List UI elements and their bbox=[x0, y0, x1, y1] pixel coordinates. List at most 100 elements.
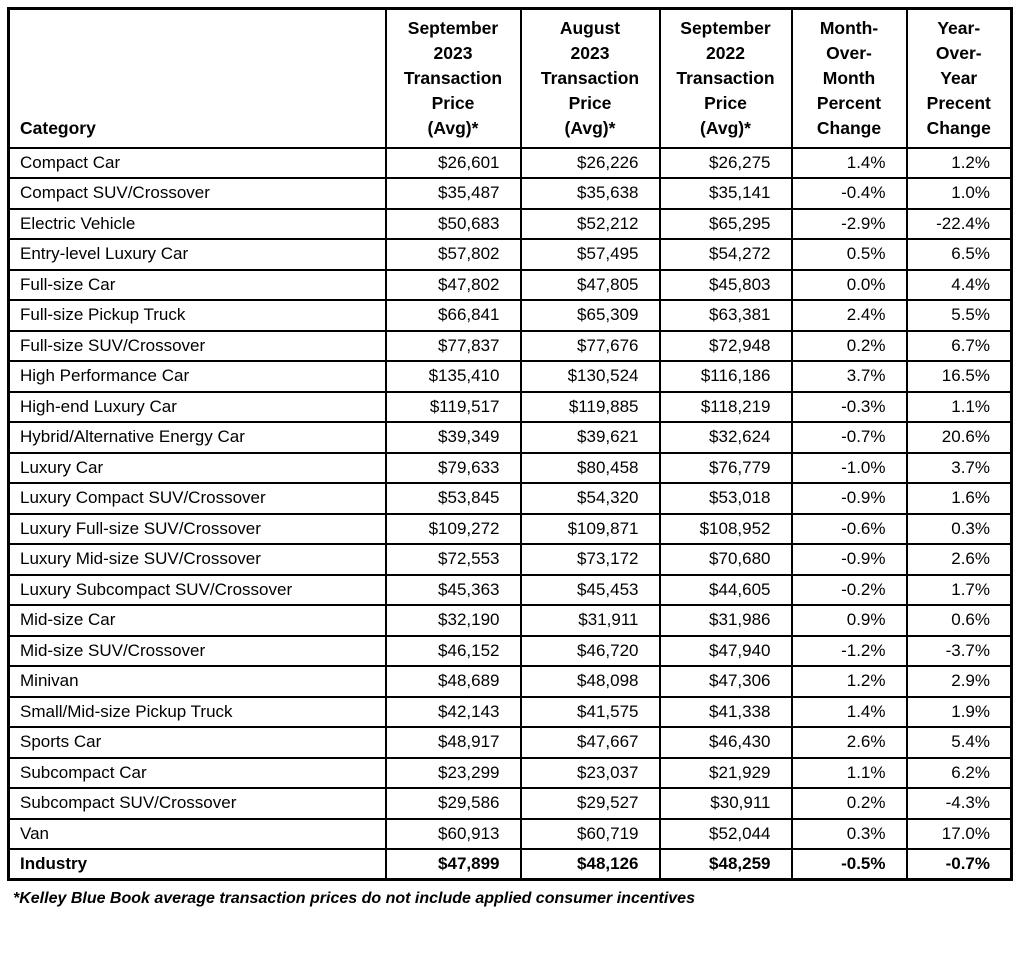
category-cell: Full-size SUV/Crossover bbox=[7, 329, 387, 362]
yoy-change-cell: 1.9% bbox=[905, 695, 1013, 728]
table-row: High Performance Car $135,410 $130,524 $116… bbox=[7, 360, 1013, 393]
category-cell: Mid-size Car bbox=[7, 604, 387, 637]
category-cell: Full-size Pickup Truck bbox=[7, 299, 387, 332]
category-cell: Hybrid/Alternative Energy Car bbox=[7, 421, 387, 454]
aug-2023-price-cell: $29,527 bbox=[519, 787, 661, 820]
sep-2022-price-cell: $47,940 bbox=[658, 634, 793, 667]
sep-2023-price-cell: $45,363 bbox=[384, 573, 522, 606]
category-cell: Sports Car bbox=[7, 726, 387, 759]
category-cell: Small/Mid-size Pickup Truck bbox=[7, 695, 387, 728]
yoy-change-cell: 1.6% bbox=[905, 482, 1013, 515]
header-row: Category September 2023 Transaction Pric… bbox=[7, 7, 1013, 149]
aug-2023-price-cell: $77,676 bbox=[519, 329, 661, 362]
yoy-change-cell: 6.2% bbox=[905, 756, 1013, 789]
sep-2022-price-cell: $35,141 bbox=[658, 177, 793, 210]
sep-2023-price-cell: $48,917 bbox=[384, 726, 522, 759]
mom-change-cell: 0.2% bbox=[790, 329, 908, 362]
category-cell: High Performance Car bbox=[7, 360, 387, 393]
table-row: Luxury Full-size SUV/Crossover $109,272 $1… bbox=[7, 512, 1013, 545]
sep-2023-price-cell: $109,272 bbox=[384, 512, 522, 545]
mom-change-cell: 0.0% bbox=[790, 268, 908, 301]
yoy-change-cell: 2.9% bbox=[905, 665, 1013, 698]
sep-2022-price-cell: $116,186 bbox=[658, 360, 793, 393]
mom-change-cell: 1.4% bbox=[790, 146, 908, 179]
category-cell: Luxury Subcompact SUV/Crossover bbox=[7, 573, 387, 606]
aug-2023-price-cell: $65,309 bbox=[519, 299, 661, 332]
table-row: Luxury Compact SUV/Crossover $53,845 $54,3… bbox=[7, 482, 1013, 515]
mom-change-cell: -0.9% bbox=[790, 543, 908, 576]
aug-2023-price-cell: $109,871 bbox=[519, 512, 661, 545]
sep-2022-price-cell: $21,929 bbox=[658, 756, 793, 789]
sep-2022-price-cell: $70,680 bbox=[658, 543, 793, 576]
mom-change-cell: -0.2% bbox=[790, 573, 908, 606]
yoy-change-cell: 20.6% bbox=[905, 421, 1013, 454]
category-cell: Full-size Car bbox=[7, 268, 387, 301]
table-body: Compact Car $26,601 $26,226 $26,275 1.4% 1.2%… bbox=[7, 146, 1013, 881]
table-row: Full-size SUV/Crossover $77,837 $77,676 $72… bbox=[7, 329, 1013, 362]
yoy-change-cell: 0.6% bbox=[905, 604, 1013, 637]
category-cell: Luxury Full-size SUV/Crossover bbox=[7, 512, 387, 545]
sep-2022-price-cell: $65,295 bbox=[658, 207, 793, 240]
yoy-change-cell: 0.3% bbox=[905, 512, 1013, 545]
sep-2022-price-cell: $41,338 bbox=[658, 695, 793, 728]
yoy-change-cell: 16.5% bbox=[905, 360, 1013, 393]
yoy-change-cell: 1.0% bbox=[905, 177, 1013, 210]
sep-2023-price-cell: $50,683 bbox=[384, 207, 522, 240]
yoy-change-cell: 17.0% bbox=[905, 817, 1013, 850]
table-row: Mid-size SUV/Crossover $46,152 $46,720 $47,… bbox=[7, 634, 1013, 667]
column-header-mom-change: Month- Over- Month Percent Change bbox=[790, 7, 908, 149]
yoy-change-cell: 1.2% bbox=[905, 146, 1013, 179]
mom-change-cell: 1.2% bbox=[790, 665, 908, 698]
table-row: Small/Mid-size Pickup Truck $42,143 $41,57… bbox=[7, 695, 1013, 728]
aug-2023-price-cell: $54,320 bbox=[519, 482, 661, 515]
category-cell: Entry-level Luxury Car bbox=[7, 238, 387, 271]
mom-change-cell: -0.4% bbox=[790, 177, 908, 210]
yoy-change-cell: 1.1% bbox=[905, 390, 1013, 423]
table-row: Luxury Car $79,633 $80,458 $76,779 -1.0% 3.7% bbox=[7, 451, 1013, 484]
aug-2023-price-cell: $39,621 bbox=[519, 421, 661, 454]
sep-2023-price-cell: $47,899 bbox=[384, 848, 522, 881]
yoy-change-cell: 3.7% bbox=[905, 451, 1013, 484]
sep-2023-price-cell: $47,802 bbox=[384, 268, 522, 301]
mom-change-cell: 2.4% bbox=[790, 299, 908, 332]
aug-2023-price-cell: $73,172 bbox=[519, 543, 661, 576]
mom-change-cell: 2.6% bbox=[790, 726, 908, 759]
category-cell: Electric Vehicle bbox=[7, 207, 387, 240]
sep-2023-price-cell: $23,299 bbox=[384, 756, 522, 789]
table-row: Mid-size Car $32,190 $31,911 $31,986 0.9% 0.6… bbox=[7, 604, 1013, 637]
table-row: Hybrid/Alternative Energy Car $39,349 $39,… bbox=[7, 421, 1013, 454]
sep-2022-price-cell: $44,605 bbox=[658, 573, 793, 606]
mom-change-cell: 0.5% bbox=[790, 238, 908, 271]
category-cell: Subcompact SUV/Crossover bbox=[7, 787, 387, 820]
aug-2023-price-cell: $48,126 bbox=[519, 848, 661, 881]
yoy-change-cell: 5.4% bbox=[905, 726, 1013, 759]
aug-2023-price-cell: $80,458 bbox=[519, 451, 661, 484]
sep-2023-price-cell: $135,410 bbox=[384, 360, 522, 393]
category-cell: Compact Car bbox=[7, 146, 387, 179]
mom-change-cell: -1.2% bbox=[790, 634, 908, 667]
aug-2023-price-cell: $48,098 bbox=[519, 665, 661, 698]
aug-2023-price-cell: $130,524 bbox=[519, 360, 661, 393]
sep-2023-price-cell: $48,689 bbox=[384, 665, 522, 698]
sep-2023-price-cell: $42,143 bbox=[384, 695, 522, 728]
table-row: Luxury Mid-size SUV/Crossover $72,553 $73,… bbox=[7, 543, 1013, 576]
table-row: Sports Car $48,917 $47,667 $46,430 2.6% 5.4% bbox=[7, 726, 1013, 759]
aug-2023-price-cell: $119,885 bbox=[519, 390, 661, 423]
column-header-category: Category bbox=[7, 7, 387, 149]
sep-2023-price-cell: $66,841 bbox=[384, 299, 522, 332]
table-row: Luxury Subcompact SUV/Crossover $45,363 $4… bbox=[7, 573, 1013, 606]
mom-change-cell: 0.3% bbox=[790, 817, 908, 850]
footnote: *Kelley Blue Book average transaction pr… bbox=[13, 890, 695, 907]
column-header-yoy-change: Year- Over- Year Precent Change bbox=[905, 7, 1013, 149]
sep-2023-price-cell: $26,601 bbox=[384, 146, 522, 179]
industry-total-row: Industry $47,899 $48,126 $48,259 -0.5% -0.7% bbox=[7, 848, 1013, 881]
mom-change-cell: -0.3% bbox=[790, 390, 908, 423]
sep-2023-price-cell: $79,633 bbox=[384, 451, 522, 484]
table-row: Compact SUV/Crossover $35,487 $35,638 $35,1… bbox=[7, 177, 1013, 210]
sep-2023-price-cell: $29,586 bbox=[384, 787, 522, 820]
aug-2023-price-cell: $47,667 bbox=[519, 726, 661, 759]
table-row: Electric Vehicle $50,683 $52,212 $65,295 -2.… bbox=[7, 207, 1013, 240]
column-header-aug-2023-price: August 2023 Transaction Price (Avg)* bbox=[519, 7, 661, 149]
aug-2023-price-cell: $26,226 bbox=[519, 146, 661, 179]
